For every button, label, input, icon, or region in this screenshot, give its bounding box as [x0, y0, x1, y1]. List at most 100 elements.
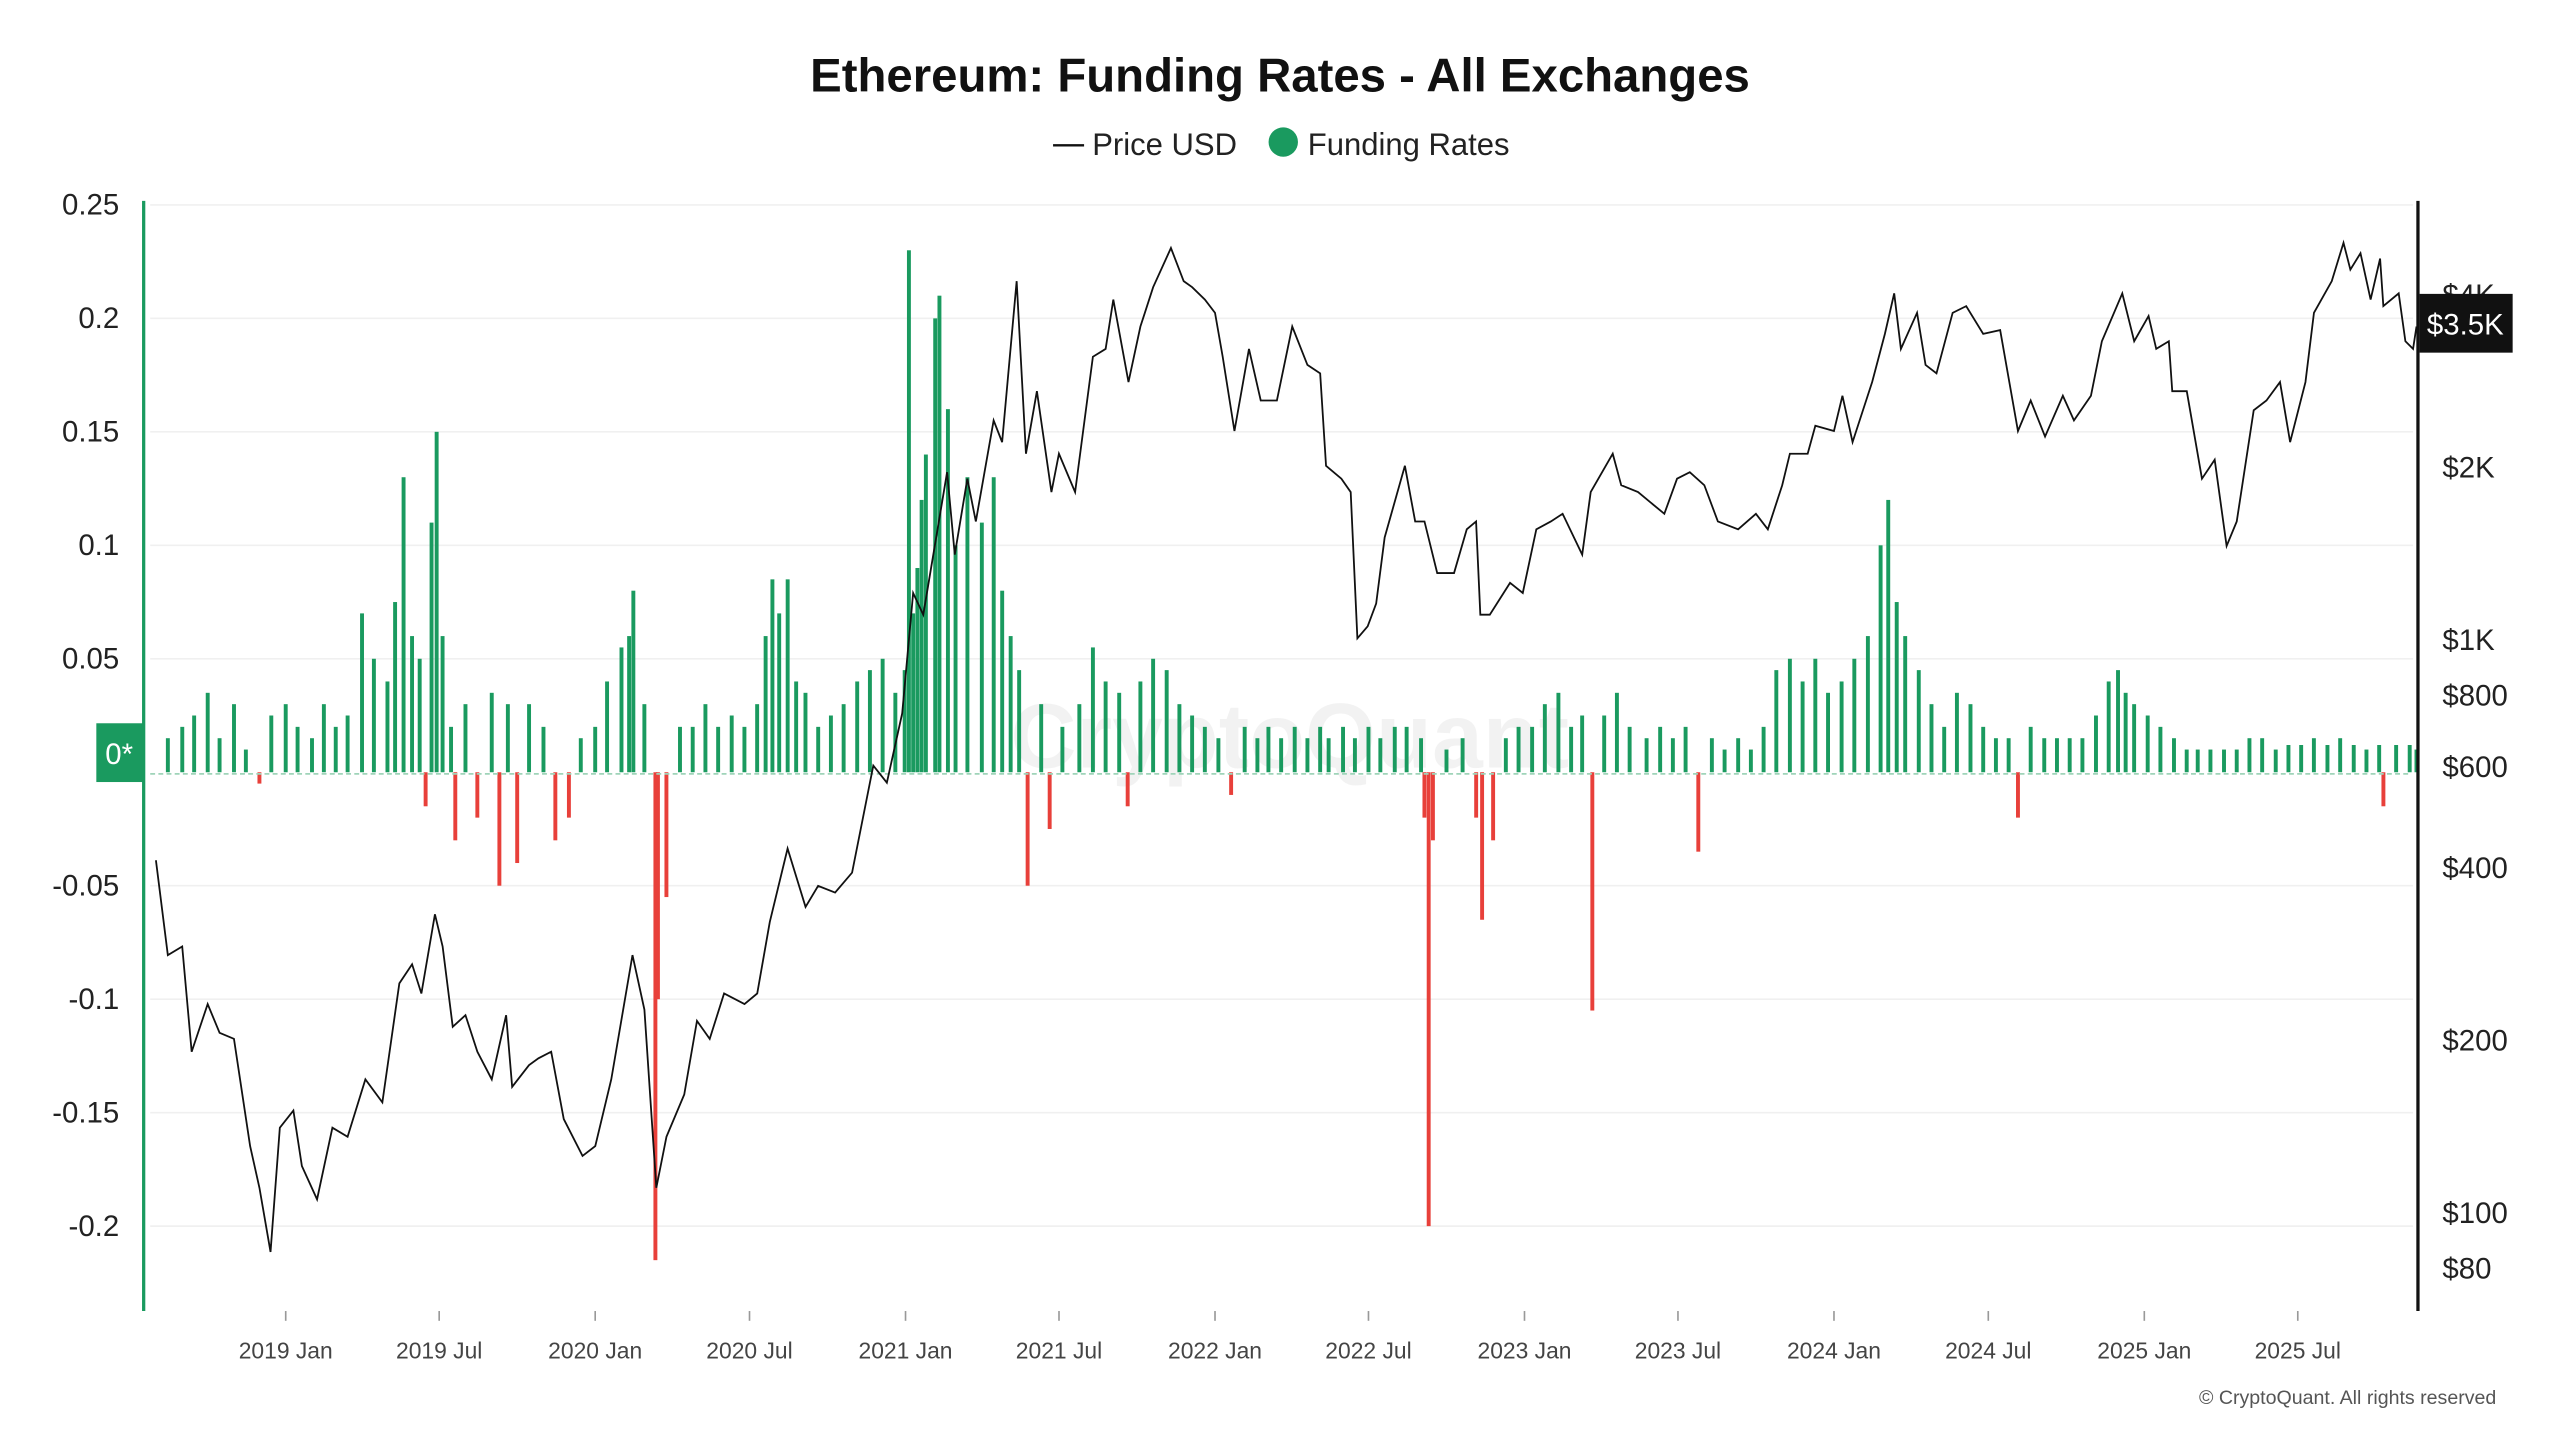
funding-bar — [1696, 772, 1701, 852]
funding-bar — [423, 772, 428, 807]
funding-bar — [785, 579, 790, 773]
funding-bar — [283, 704, 288, 773]
funding-bar — [497, 772, 502, 886]
funding-bar — [1954, 692, 1959, 773]
funding-bar — [1474, 772, 1479, 818]
funding-bar — [893, 692, 898, 773]
legend-item-price[interactable]: Price USD — [1053, 127, 1237, 162]
funding-bar — [410, 636, 415, 773]
funding-bar — [434, 431, 439, 773]
funding-bar — [295, 726, 300, 773]
funding-bar — [763, 636, 768, 773]
funding-bar — [1125, 772, 1130, 807]
funding-bar — [1683, 726, 1688, 773]
chart-title: Ethereum: Funding Rates - All Exchanges — [810, 49, 1750, 102]
funding-bar — [1503, 738, 1508, 773]
funding-bar — [2208, 749, 2213, 773]
funding-bar — [360, 613, 364, 773]
funding-bar — [2338, 738, 2343, 773]
funding-bar — [1530, 726, 1535, 773]
funding-bar — [515, 772, 520, 864]
right-tick-label: $2K — [2442, 451, 2495, 484]
funding-bar — [1736, 738, 1741, 773]
funding-bar — [1039, 704, 1044, 773]
funding-bar — [841, 704, 846, 773]
funding-bar — [1025, 772, 1030, 886]
right-tick-label: $200 — [2442, 1024, 2507, 1057]
funding-bar — [1326, 738, 1331, 773]
funding-bar — [593, 726, 598, 773]
funding-bar — [1242, 726, 1247, 773]
left-tick-label: 0.25 — [62, 189, 119, 222]
legend-item-funding[interactable]: Funding Rates — [1268, 127, 1510, 162]
funding-bar — [965, 477, 970, 773]
legend-price-label: Price USD — [1092, 127, 1237, 162]
funding-bar — [1516, 726, 1521, 773]
funding-bar — [678, 726, 682, 773]
funding-bar — [2016, 772, 2020, 818]
watermark: CryptoQuant — [1011, 685, 1570, 787]
left-tick-label: 0.05 — [62, 643, 119, 676]
x-axis-ticks: 2019 Jan 2019 Jul 2020 Jan 2020 Jul 2021 Jan… — [239, 1311, 2341, 1363]
funding-bar — [1903, 636, 1908, 773]
funding-bar — [953, 545, 958, 773]
funding-bar — [2195, 749, 2200, 773]
funding-bar — [880, 658, 885, 773]
funding-bar — [1774, 670, 1779, 773]
funding-bar — [1865, 636, 1870, 773]
funding-bar — [703, 704, 708, 773]
funding-bar — [401, 477, 406, 773]
x-tick-label: 2021 Jan — [859, 1337, 953, 1363]
funding-bar — [345, 715, 350, 773]
funding-bar — [1430, 772, 1435, 841]
funding-bar — [1047, 772, 1052, 829]
funding-bar — [1722, 749, 1727, 773]
funding-bar — [2394, 745, 2399, 773]
funding-bar — [578, 738, 583, 773]
funding-bar — [2299, 745, 2304, 773]
funding-bar — [1787, 658, 1792, 773]
funding-bar — [1060, 726, 1065, 773]
funding-bar — [867, 670, 872, 773]
right-tick-label: $80 — [2442, 1252, 2491, 1285]
funding-bar — [1670, 738, 1675, 773]
x-tick-label: 2022 Jan — [1168, 1337, 1262, 1363]
funding-bar — [1279, 738, 1284, 773]
funding-bar — [505, 704, 510, 773]
funding-bar — [2325, 745, 2330, 773]
left-tick-label: -0.15 — [52, 1096, 119, 1129]
x-tick-label: 2025 Jan — [2097, 1337, 2191, 1363]
funding-bar — [1480, 772, 1485, 920]
funding-bar — [1164, 670, 1169, 773]
funding-bar — [165, 738, 170, 773]
funding-bar — [1800, 681, 1805, 773]
funding-bar — [475, 772, 480, 818]
funding-bar — [1138, 681, 1143, 773]
funding-bar — [553, 772, 558, 841]
funding-bar — [371, 658, 376, 773]
funding-bar — [1826, 692, 1830, 773]
left-tick-label: 0.2 — [78, 302, 119, 335]
funding-bar — [2055, 738, 2059, 773]
left-tick-label: -0.05 — [52, 870, 119, 903]
funding-bar — [527, 704, 532, 773]
copyright: © CryptoQuant. All rights reserved — [2199, 1387, 2496, 1409]
funding-bar — [631, 590, 636, 773]
funding-bar — [1852, 658, 1857, 773]
funding-bar — [2222, 749, 2226, 773]
funding-bar — [2172, 738, 2176, 773]
funding-bar — [991, 477, 996, 773]
funding-bar — [205, 692, 210, 773]
right-tick-label: $600 — [2442, 751, 2507, 784]
legend: Price USD Funding Rates — [1053, 127, 1509, 162]
funding-bar — [619, 647, 624, 773]
funding-bar — [945, 409, 950, 773]
funding-bar — [1460, 738, 1465, 773]
left-tick-label: -0.1 — [69, 983, 120, 1016]
x-tick-label: 2024 Jul — [1945, 1337, 2031, 1363]
funding-bar — [937, 295, 942, 773]
funding-bar — [855, 681, 860, 773]
funding-bar — [1748, 749, 1753, 773]
funding-bar — [605, 681, 610, 773]
